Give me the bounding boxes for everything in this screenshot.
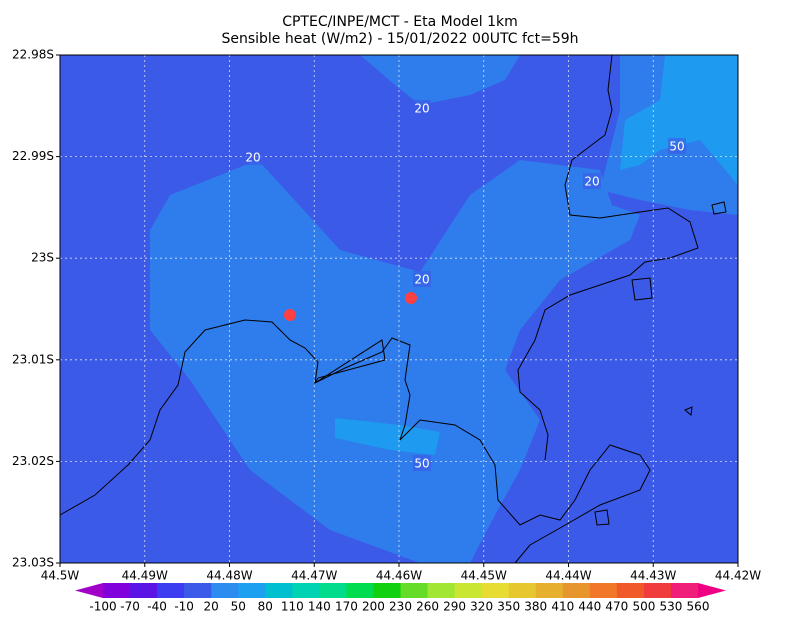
contour-label-box <box>413 100 431 116</box>
y-tick-label: 23.02S <box>12 454 54 468</box>
title-line: Sensible heat (W/m2) - 15/01/2022 00UTC … <box>221 31 578 47</box>
colorbar-label: -10 <box>174 600 194 614</box>
colorbar-label: 500 <box>632 600 655 614</box>
colorbar: -100 -70 -40 -10 20 50 80 110 140 170 200 230 260 290… <box>75 583 726 614</box>
x-tick-label: 44.46W <box>376 569 422 583</box>
colorbar-label: 470 <box>605 600 628 614</box>
colorbar-segment <box>616 583 645 598</box>
colorbar-segment <box>589 583 618 598</box>
colorbar-segment <box>319 583 347 598</box>
field-region <box>620 55 738 185</box>
colorbar-segment <box>103 583 131 598</box>
colorbar-label: 440 <box>578 600 601 614</box>
colorbar-label: 320 <box>470 600 493 614</box>
y-tick-label: 23.01S <box>12 352 54 366</box>
y-tick-label: 23.03S <box>12 556 54 570</box>
contour-label-box <box>413 271 431 287</box>
title-line: CPTEC/INPE/MCT - Eta Model 1km <box>282 14 518 30</box>
x-tick-label: 44.43W <box>630 569 676 583</box>
map-area: 20 20 20 20 50 50 <box>59 54 739 564</box>
colorbar-label: -40 <box>147 600 167 614</box>
colorbar-segment <box>481 583 510 598</box>
colorbar-end <box>75 583 103 598</box>
colorbar-label: 170 <box>335 600 358 614</box>
x-tick-label: 44.49W <box>122 569 168 583</box>
colorbar-segment <box>130 583 158 598</box>
colorbar-label: 410 <box>551 600 574 614</box>
colorbar-end <box>698 583 726 598</box>
colorbar-segment <box>157 583 185 598</box>
x-tick-label: 44.47W <box>291 569 337 583</box>
x-tick-label: 44.42W <box>715 569 761 583</box>
location-marker <box>405 292 417 304</box>
colorbar-label: 20 <box>204 600 219 614</box>
contour-label: 50 <box>669 140 684 154</box>
coastline <box>594 201 727 526</box>
colorbar-segment <box>292 583 320 598</box>
colorbar-label: 200 <box>362 600 385 614</box>
colorbar-label: 110 <box>281 600 304 614</box>
colorbar-label: -70 <box>120 600 140 614</box>
colorbar-label: 290 <box>443 600 466 614</box>
colorbar-segment <box>346 583 374 598</box>
colorbar-segment <box>427 583 456 598</box>
colorbar-segment <box>670 583 699 598</box>
contour-label-box <box>244 149 262 165</box>
colorbar-label: 80 <box>258 600 273 614</box>
coastline <box>517 54 699 461</box>
colorbar-segment <box>373 583 401 598</box>
field-region <box>360 55 520 105</box>
contour-label-box <box>668 138 686 154</box>
contour-label: 20 <box>584 175 599 189</box>
colorbar-segment <box>454 583 483 598</box>
contour-labels: 20 20 20 20 50 50 <box>244 100 686 471</box>
location-marker <box>284 309 296 321</box>
colorbar-segment <box>265 583 293 598</box>
x-tick-label: 44.5W <box>41 569 80 583</box>
colorbar-segment <box>400 583 429 598</box>
field-region <box>335 418 440 455</box>
contour-label-box <box>413 455 431 471</box>
contour-label: 20 <box>414 273 429 287</box>
field-region <box>150 160 640 563</box>
colorbar-segment <box>211 583 239 598</box>
colorbar-label: 380 <box>524 600 547 614</box>
colorbar-label: -100 <box>89 600 116 614</box>
y-tick-label: 22.99S <box>12 149 54 163</box>
coastline <box>59 319 651 564</box>
x-tick-label: 44.45W <box>461 569 507 583</box>
y-tick-label: 23S <box>31 251 54 265</box>
colorbar-segment <box>184 583 212 598</box>
x-tick-label: 44.48W <box>206 569 252 583</box>
colorbar-segment <box>535 583 564 598</box>
grid <box>60 55 738 563</box>
colorbar-segment <box>508 583 537 598</box>
colorbar-label: 50 <box>231 600 246 614</box>
colorbar-segment <box>643 583 672 598</box>
contour-label: 50 <box>414 457 429 471</box>
colorbar-label: 260 <box>416 600 439 614</box>
contour-label: 20 <box>245 151 260 165</box>
colorbar-label: 560 <box>687 600 710 614</box>
colorbar-segment <box>238 583 266 598</box>
contour-label: 20 <box>414 102 429 116</box>
colorbar-label: 230 <box>389 600 412 614</box>
x-tick-label: 44.44W <box>545 569 591 583</box>
axes: 44.5W 44.49W 44.48W 44.47W 44.46W 44.45W 44.44… <box>12 48 761 583</box>
colorbar-segment <box>562 583 591 598</box>
colorbar-label: 140 <box>308 600 331 614</box>
contour-label-box <box>583 173 601 189</box>
colorbar-label: 350 <box>497 600 520 614</box>
colorbar-label: 530 <box>660 600 683 614</box>
y-tick-label: 22.98S <box>12 48 54 62</box>
